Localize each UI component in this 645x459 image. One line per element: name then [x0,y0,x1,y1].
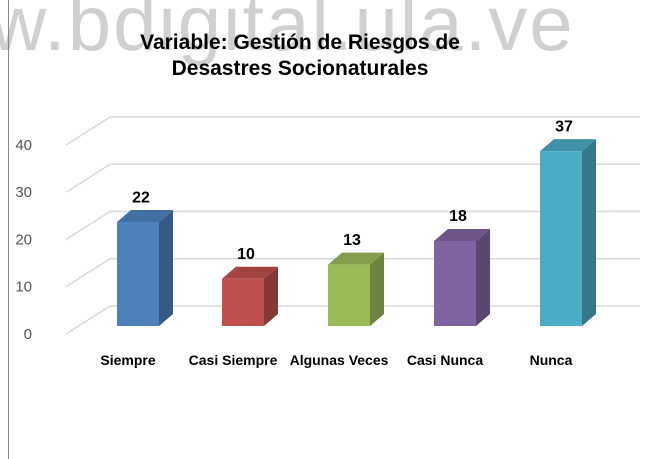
bar-front [117,222,159,326]
y-tick-label: 0 [24,326,32,343]
bar [117,210,173,326]
y-tick-label: 10 [15,279,32,296]
x-tick-label: Casi Siempre [188,352,278,368]
bar-front [328,264,370,326]
bar-side [370,252,384,326]
chart-title: Variable: Gestión de Riesgos de Desastre… [140,31,460,80]
bar-front [434,240,476,326]
bar-top [117,210,173,223]
bar-front [540,151,582,326]
grid-line [65,210,640,241]
data-label: 18 [449,208,467,225]
grid-line [65,116,640,146]
bar [222,266,278,326]
bar-side [159,210,173,326]
bar [434,228,490,326]
watermark: w.bdigital.ula.ve [0,0,575,67]
bar-top [434,228,490,241]
bar-top [328,252,384,265]
bar [540,139,596,326]
bar [328,252,384,326]
y-tick-label: 20 [15,231,32,248]
x-tick-label: Nunca [529,352,573,368]
bar-side [582,139,596,326]
x-tick-label: Siempre [100,352,156,368]
data-label: 37 [555,118,573,135]
bar-front [222,278,264,326]
data-label: 10 [237,246,255,263]
x-tick-label: Algunas Veces [289,352,389,368]
data-label: 13 [343,232,361,249]
bar-side [476,228,490,326]
y-tick-label: 30 [15,184,32,201]
data-label: 22 [132,189,150,206]
bar-side [264,266,278,326]
x-tick-label: Casi Nunca [406,352,484,368]
bar-top [222,266,278,279]
y-tick-label: 40 [15,137,32,154]
grid-line [65,163,640,193]
bar-top [540,139,596,152]
